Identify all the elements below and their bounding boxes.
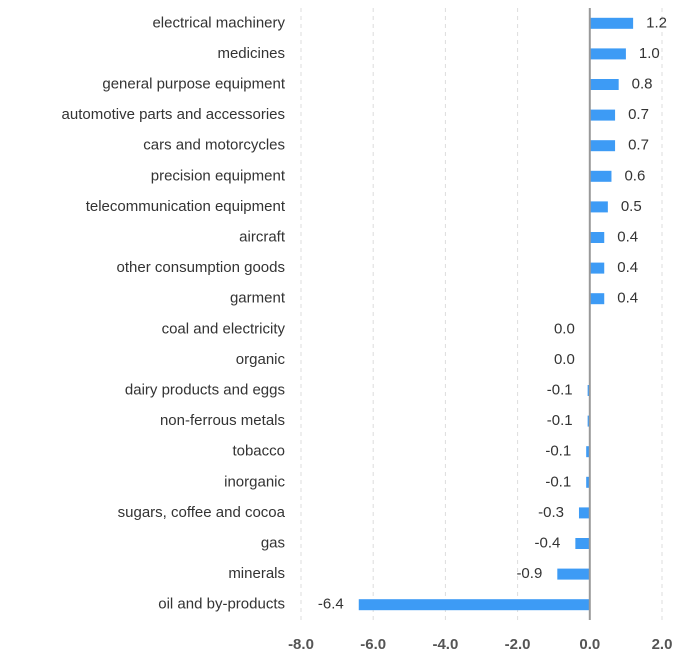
value-label: -0.4 — [535, 534, 561, 551]
bar — [589, 109, 616, 121]
value-label: 0.4 — [617, 259, 638, 276]
category-label: gas — [261, 534, 285, 551]
value-label: 0.0 — [554, 320, 575, 337]
bar — [589, 140, 616, 152]
value-label: 0.0 — [554, 351, 575, 368]
category-label: electrical machinery — [152, 14, 285, 31]
value-label: -6.4 — [318, 596, 344, 613]
category-label: general purpose equipment — [102, 75, 285, 92]
value-label: 0.4 — [617, 228, 638, 245]
category-label: coal and electricity — [162, 320, 286, 337]
value-label: -0.3 — [538, 504, 564, 521]
value-label: -0.1 — [547, 412, 573, 429]
x-tick-label: -8.0 — [288, 636, 314, 653]
category-label: tobacco — [232, 443, 285, 460]
x-tick-label: 0.0 — [579, 636, 600, 653]
category-label: medicines — [217, 45, 285, 62]
value-label: 0.7 — [628, 137, 649, 154]
bar — [589, 48, 626, 60]
value-label: 0.7 — [628, 106, 649, 123]
x-tick-label: -6.0 — [360, 636, 386, 653]
category-label: non-ferrous metals — [160, 412, 285, 429]
value-label: 0.4 — [617, 290, 638, 307]
category-label: automotive parts and accessories — [62, 106, 285, 123]
bar — [589, 201, 608, 213]
category-label: dairy products and eggs — [125, 381, 285, 398]
value-label: -0.9 — [516, 565, 542, 582]
value-label: 0.5 — [621, 198, 642, 215]
category-label: precision equipment — [151, 167, 286, 184]
bar — [589, 293, 605, 305]
bar — [587, 385, 590, 396]
bar — [586, 446, 590, 458]
category-label: organic — [236, 351, 286, 368]
bar — [578, 507, 590, 519]
bar — [358, 599, 590, 611]
category-label: oil and by-products — [158, 596, 285, 613]
category-label: telecommunication equipment — [86, 198, 286, 215]
value-label: -0.1 — [547, 381, 573, 398]
category-label: cars and motorcycles — [143, 137, 285, 154]
bar — [589, 170, 612, 182]
value-label: 1.0 — [639, 45, 660, 62]
value-label: 1.2 — [646, 14, 667, 31]
value-label: 0.6 — [624, 167, 645, 184]
value-label: 0.8 — [632, 75, 653, 92]
category-label: inorganic — [224, 473, 285, 490]
x-tick-label: 2.0 — [652, 636, 673, 653]
bar — [575, 538, 590, 549]
category-label: sugars, coffee and cocoa — [118, 504, 286, 521]
value-label: -0.1 — [545, 473, 571, 490]
category-label: garment — [230, 290, 286, 307]
bar — [589, 17, 634, 29]
value-label: -0.1 — [545, 443, 571, 460]
x-tick-label: -2.0 — [505, 636, 531, 653]
category-label: other consumption goods — [117, 259, 285, 276]
bar — [587, 415, 590, 427]
bar — [557, 568, 590, 580]
x-tick-label: -4.0 — [432, 636, 458, 653]
bar — [586, 476, 590, 488]
category-label: aircraft — [239, 228, 286, 245]
category-label: minerals — [228, 565, 285, 582]
bar — [589, 79, 619, 90]
bar — [589, 232, 605, 243]
bar — [589, 262, 605, 274]
